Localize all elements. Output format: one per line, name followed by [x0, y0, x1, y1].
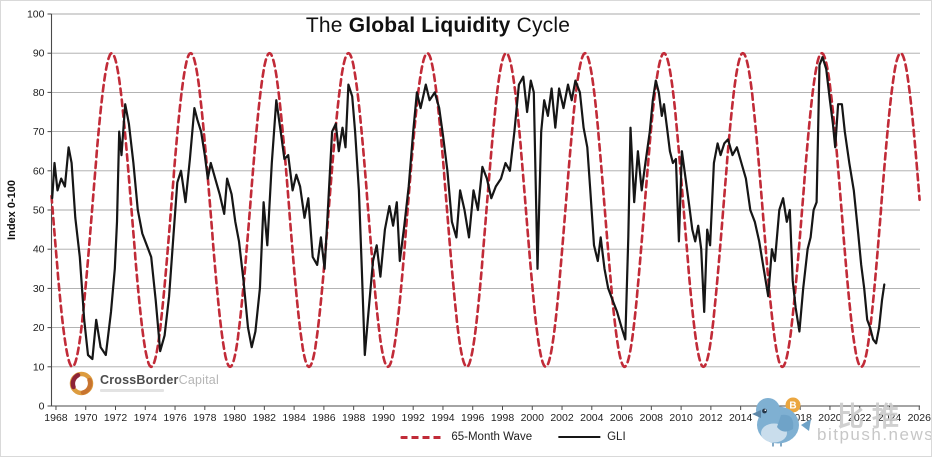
y-tick-label: 70 [33, 126, 45, 138]
x-tick-label: 1984 [282, 412, 306, 424]
chart-title-emphasis: Global Liquidity [348, 14, 511, 37]
x-tick-label: 2004 [580, 412, 604, 424]
x-tick-label: 1992 [402, 412, 426, 424]
brand-name-bold: CrossBorder [100, 373, 179, 387]
crossborder-logo-icon [69, 371, 94, 396]
legend-label-wave: 65-Month Wave [451, 431, 533, 443]
y-tick-label: 100 [27, 9, 45, 21]
x-tick-label: 1976 [163, 412, 187, 424]
crossborder-logo-text: CrossBorderCapital [100, 374, 219, 392]
x-tick-label: 1982 [253, 412, 277, 424]
x-tick-label: 1974 [134, 412, 158, 424]
x-tick-label: 1968 [44, 412, 68, 424]
x-tick-label: 2014 [729, 412, 753, 424]
bitpush-domain-watermark: bitpush.news [817, 425, 932, 444]
x-tick-label: 2006 [610, 412, 634, 424]
y-tick-label: 50 [33, 205, 45, 217]
x-tick-label: 1972 [104, 412, 128, 424]
y-tick-label: 10 [33, 361, 45, 373]
x-tick-label: 1970 [74, 412, 98, 424]
y-tick-label: 40 [33, 244, 45, 256]
y-axis-title: Index 0-100 [6, 180, 18, 240]
x-tick-label: 1990 [372, 412, 396, 424]
x-tick-label: 1978 [193, 412, 217, 424]
crossborder-capital-logo: CrossBorderCapital [69, 371, 219, 396]
x-tick-label: 2026 [908, 412, 932, 424]
x-tick-label: 1988 [342, 412, 366, 424]
brand-tagline-bar [100, 389, 164, 392]
x-tick-label: 2012 [699, 412, 723, 424]
chart-legend: 65-Month Wave GLI [400, 431, 626, 443]
x-tick-label: 2020 [818, 412, 842, 424]
bitpush-cjk-watermark: 比推 [837, 402, 907, 432]
x-tick-label: 2024 [878, 412, 902, 424]
chart-title-post: Cycle [510, 14, 571, 37]
chart-title: The Global Liquidity Cycle [1, 14, 875, 38]
x-tick-label: 2008 [640, 412, 664, 424]
y-tick-label: 30 [33, 283, 45, 295]
x-tick-label: 1996 [461, 412, 485, 424]
legend-item-wave: 65-Month Wave [400, 431, 532, 443]
wave-series-line [50, 51, 921, 369]
y-tick-label: 20 [33, 322, 45, 334]
black-solid-line-icon [558, 435, 601, 439]
x-tick-label: 2010 [669, 412, 693, 424]
red-dashed-line-icon [400, 435, 445, 439]
x-tick-label: 1980 [223, 412, 247, 424]
x-tick-label: 1986 [312, 412, 336, 424]
x-tick-label: 1994 [431, 412, 455, 424]
x-tick-label: 2000 [521, 412, 545, 424]
bitpush-bird-icon: B [752, 397, 811, 447]
y-tick-label: 80 [33, 87, 45, 99]
x-tick-label: 2002 [550, 412, 574, 424]
legend-label-gli: GLI [607, 431, 626, 443]
brand-name-light: Capital [178, 373, 219, 387]
y-tick-label: 0 [39, 401, 45, 413]
bitcoin-coin-icon [785, 397, 801, 413]
x-tick-label: 2022 [848, 412, 872, 424]
chart-title-pre: The [305, 14, 349, 37]
y-tick-label: 90 [33, 48, 45, 60]
x-tick-label: 1998 [491, 412, 515, 424]
svg-text:B: B [789, 401, 796, 412]
gli-series-line [51, 55, 886, 361]
legend-item-gli: GLI [558, 431, 626, 443]
y-tick-label: 60 [33, 165, 45, 177]
